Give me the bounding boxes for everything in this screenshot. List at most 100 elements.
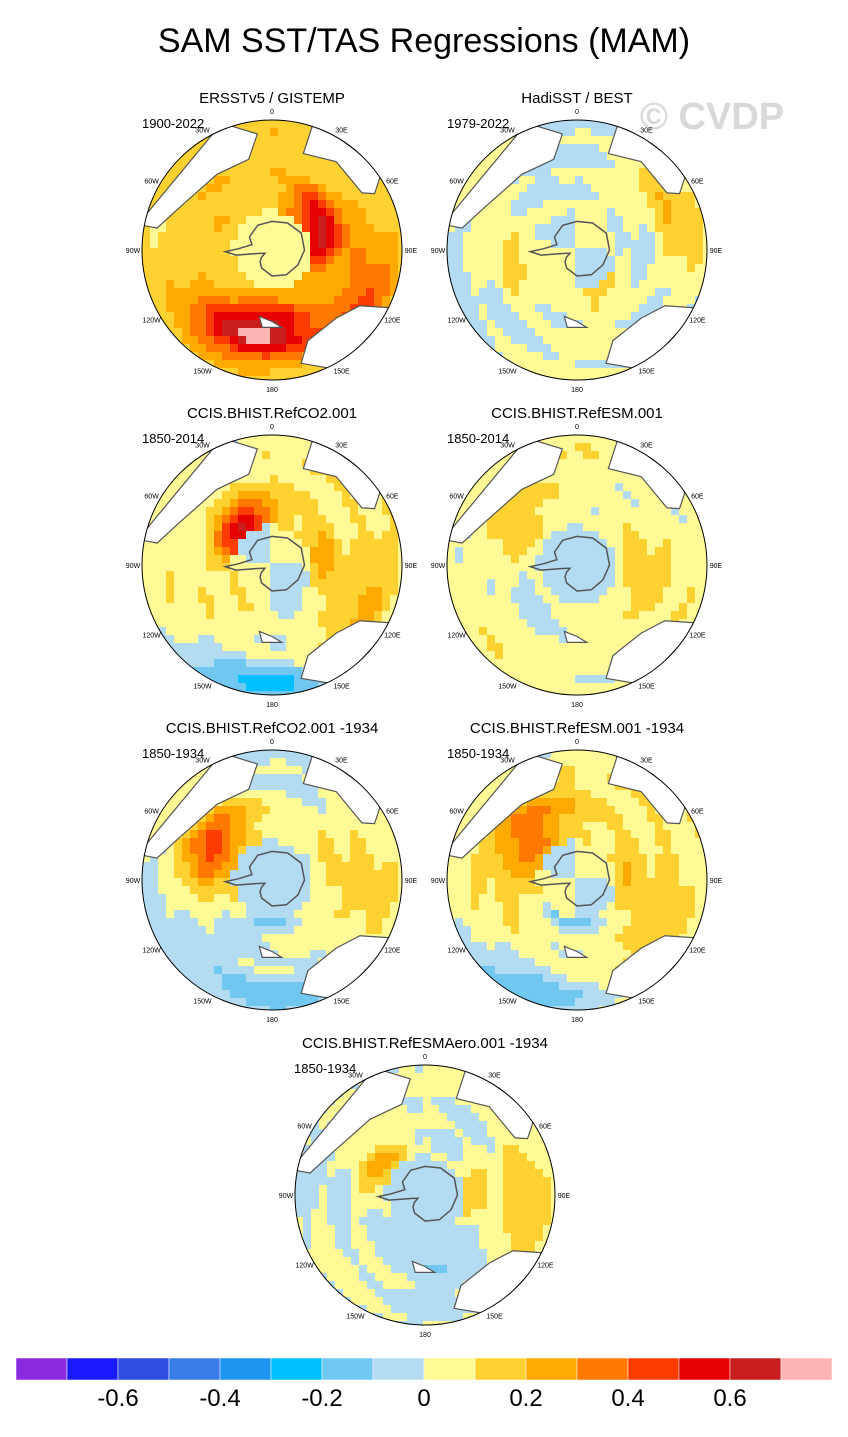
- heatmap-cell: [575, 208, 584, 217]
- heatmap-cell: [519, 296, 528, 305]
- heatmap-cell: [262, 918, 271, 927]
- heatmap-cell: [182, 667, 191, 676]
- heatmap-cell: [551, 958, 560, 967]
- heatmap-cell: [246, 296, 255, 305]
- heatmap-cell: [503, 579, 512, 588]
- heatmap-cell: [214, 878, 223, 887]
- heatmap-cell: [639, 224, 648, 233]
- heatmap-cell: [575, 675, 584, 684]
- heatmap-cell: [174, 862, 183, 871]
- heatmap-cell: [551, 176, 560, 185]
- heatmap-cell: [366, 248, 375, 257]
- heatmap-cell: [382, 886, 391, 895]
- heatmap-cell: [230, 352, 239, 361]
- heatmap-cell: [519, 958, 528, 967]
- heatmap-cell: [286, 344, 295, 353]
- heatmap-cell: [374, 256, 383, 265]
- heatmap-cell: [639, 176, 648, 185]
- lon-label: 120W: [142, 948, 161, 955]
- heatmap-cell: [158, 587, 167, 596]
- heatmap-cell: [663, 144, 672, 153]
- heatmap-cell: [382, 870, 391, 879]
- heatmap-cell: [190, 208, 199, 217]
- heatmap-cell: [366, 846, 375, 855]
- heatmap-cell: [559, 152, 568, 161]
- heatmap-cell: [278, 272, 287, 281]
- heatmap-cell: [158, 918, 167, 927]
- heatmap-cell: [294, 459, 303, 468]
- heatmap-cell: [455, 272, 464, 281]
- heatmap-cell: [487, 152, 496, 161]
- heatmap-cell: [182, 240, 191, 249]
- heatmap-cell: [150, 878, 159, 887]
- heatmap-cell: [286, 240, 295, 249]
- heatmap-cell: [278, 886, 287, 895]
- heatmap-cell: [286, 659, 295, 668]
- heatmap-cell: [222, 635, 231, 644]
- heatmap-cell: [230, 667, 239, 676]
- heatmap-cell: [262, 483, 271, 492]
- heatmap-cell: [543, 328, 552, 337]
- lon-label: 150W: [498, 368, 517, 375]
- heatmap-cell: [198, 611, 207, 620]
- heatmap-cell: [551, 248, 560, 257]
- heatmap-cell: [567, 459, 576, 468]
- heatmap-cell: [366, 555, 375, 564]
- heatmap-cell: [230, 595, 239, 604]
- heatmap-cell: [142, 555, 151, 564]
- heatmap-cell: [278, 208, 287, 217]
- heatmap-cell: [599, 256, 608, 265]
- heatmap-cell: [495, 643, 504, 652]
- heatmap-cell: [447, 894, 456, 903]
- heatmap-cell: [286, 256, 295, 265]
- heatmap-cell: [487, 531, 496, 540]
- heatmap-cell: [567, 136, 576, 145]
- heatmap-cell: [318, 232, 327, 241]
- heatmap-cell: [479, 547, 488, 556]
- heatmap-cell: [535, 958, 544, 967]
- heatmap-cell: [687, 515, 696, 524]
- heatmap-cell: [527, 611, 536, 620]
- heatmap-cell: [358, 830, 367, 839]
- heatmap-cell: [182, 942, 191, 951]
- heatmap-cell: [254, 894, 263, 903]
- heatmap-cell: [647, 304, 656, 313]
- lon-label: 60E: [691, 179, 704, 186]
- heatmap-cell: [158, 563, 167, 572]
- heatmap-cell: [591, 352, 600, 361]
- heatmap-cell: [647, 208, 656, 217]
- heatmap-cell: [254, 603, 263, 612]
- heatmap-cell: [278, 499, 287, 508]
- heatmap-cell: [310, 555, 319, 564]
- heatmap-cell: [326, 934, 335, 943]
- heatmap-cell: [543, 635, 552, 644]
- lon-label: 120W: [447, 318, 466, 325]
- heatmap-cell: [374, 208, 383, 217]
- heatmap-cell: [270, 691, 279, 695]
- heatmap-cell: [350, 208, 359, 217]
- heatmap-cell: [150, 902, 159, 911]
- heatmap-cell: [503, 619, 512, 628]
- heatmap-cell: [471, 790, 480, 799]
- heatmap-cell: [278, 667, 287, 676]
- heatmap-cell: [535, 563, 544, 572]
- heatmap-cell: [511, 328, 520, 337]
- heatmap-cell: [302, 627, 311, 636]
- heatmap-cell: [535, 643, 544, 652]
- heatmap-cell: [174, 539, 183, 548]
- heatmap-cell: [254, 854, 263, 863]
- heatmap-cell: [519, 232, 528, 241]
- heatmap-cell: [278, 659, 287, 668]
- heatmap-cell: [559, 515, 568, 524]
- heatmap-cell: [503, 320, 512, 329]
- heatmap-cell: [174, 798, 183, 807]
- heatmap-cell: [382, 272, 391, 281]
- heatmap-cell: [519, 886, 528, 895]
- heatmap-cell: [487, 595, 496, 604]
- heatmap-cell: [294, 200, 303, 209]
- heatmap-cell: [302, 443, 311, 452]
- lon-label: 150E: [333, 683, 350, 690]
- heatmap-cell: [390, 531, 399, 540]
- heatmap-cell: [487, 216, 496, 225]
- heatmap-cell: [166, 160, 175, 169]
